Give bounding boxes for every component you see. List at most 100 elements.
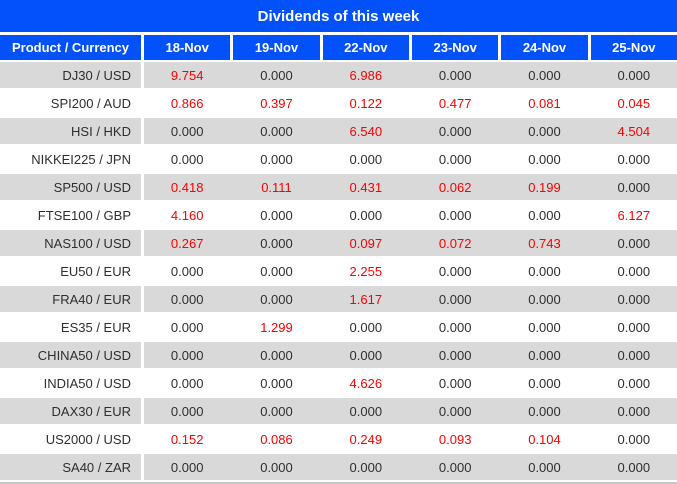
dividend-value-cells: 9.754 0.000 6.986 0.000 0.000 0.000 bbox=[144, 62, 677, 88]
dividend-value: 4.626 bbox=[349, 375, 383, 391]
dividend-value-cells: 0.418 0.111 0.431 0.062 0.199 0.000 bbox=[144, 174, 677, 200]
dividend-value: 0.000 bbox=[349, 207, 383, 223]
table-row: EU50 / EUR 0.000 0.000 2.255 0.000 0.000 0.000 bbox=[0, 258, 677, 284]
dividend-value: 0.000 bbox=[617, 263, 651, 279]
table-row: NAS100 / USD 0.267 0.000 0.097 0.072 0.743 0.0… bbox=[0, 230, 677, 256]
dividend-value-cells: 0.866 0.397 0.122 0.477 0.081 0.045 bbox=[144, 90, 677, 116]
dividend-value: 1.617 bbox=[349, 291, 383, 307]
product-currency-cell: SP500 / USD bbox=[0, 174, 141, 200]
dividend-value: 0.000 bbox=[260, 123, 293, 139]
dividend-value: 0.000 bbox=[260, 263, 293, 279]
dividend-value: 0.000 bbox=[438, 291, 472, 307]
dividend-value: 0.000 bbox=[260, 151, 293, 167]
column-header-25-nov: 25-Nov bbox=[590, 35, 677, 60]
dividend-value: 0.000 bbox=[438, 319, 472, 335]
dividend-value: 0.072 bbox=[438, 235, 472, 251]
dividend-value: 0.000 bbox=[617, 291, 651, 307]
table-row: DAX30 / EUR 0.000 0.000 0.000 0.000 0.000 0.00… bbox=[0, 398, 677, 424]
dividend-value: 0.000 bbox=[528, 403, 561, 419]
dividend-value: 4.160 bbox=[170, 207, 204, 223]
dividend-value: 0.081 bbox=[528, 95, 561, 111]
dividend-value: 0.000 bbox=[528, 207, 561, 223]
dividend-value: 1.299 bbox=[260, 319, 293, 335]
dividend-value: 0.000 bbox=[438, 375, 472, 391]
dividend-value: 0.000 bbox=[349, 403, 383, 419]
table-row: FRA40 / EUR 0.000 0.000 1.617 0.000 0.000 0.00… bbox=[0, 286, 677, 312]
dividend-value: 0.000 bbox=[170, 319, 204, 335]
product-currency-cell: DAX30 / EUR bbox=[0, 398, 141, 424]
table-row: FTSE100 / GBP 4.160 0.000 0.000 0.000 0.000 6.… bbox=[0, 202, 677, 228]
dividend-value: 0.000 bbox=[528, 151, 561, 167]
product-currency-cell: ES35 / EUR bbox=[0, 314, 141, 340]
product-currency-cell: SA40 / ZAR bbox=[0, 454, 141, 480]
product-currency-cell: EU50 / EUR bbox=[0, 258, 141, 284]
dividend-value: 0.000 bbox=[170, 459, 204, 475]
dividend-value: 0.104 bbox=[528, 431, 561, 447]
table-title: Dividends of this week bbox=[0, 0, 677, 32]
table-row: NIKKEI225 / JPN 0.000 0.000 0.000 0.000 0.000… bbox=[0, 146, 677, 172]
dividend-value-cells: 4.160 0.000 0.000 0.000 0.000 6.127 bbox=[144, 202, 677, 228]
dividend-value-cells: 0.000 0.000 4.626 0.000 0.000 0.000 bbox=[144, 370, 677, 396]
dividend-value: 0.000 bbox=[617, 235, 651, 251]
dividend-value: 0.062 bbox=[438, 179, 472, 195]
dividend-value: 0.000 bbox=[170, 403, 204, 419]
dividend-value: 4.504 bbox=[617, 123, 651, 139]
dividend-value: 0.097 bbox=[349, 235, 383, 251]
dividend-value: 0.000 bbox=[438, 67, 472, 83]
dividend-value: 0.000 bbox=[528, 375, 561, 391]
dividend-value: 0.111 bbox=[261, 179, 292, 195]
dividend-value: 0.000 bbox=[528, 319, 561, 335]
dividend-value: 0.249 bbox=[349, 431, 383, 447]
table-row: US2000 / USD 0.152 0.086 0.249 0.093 0.104 0.0… bbox=[0, 426, 677, 452]
dividend-value: 0.000 bbox=[260, 207, 293, 223]
dividend-value: 6.540 bbox=[349, 123, 383, 139]
dividend-value: 0.000 bbox=[438, 123, 472, 139]
dividend-value-cells: 0.000 0.000 6.540 0.000 0.000 4.504 bbox=[144, 118, 677, 144]
dividend-value: 0.000 bbox=[528, 459, 561, 475]
dividend-value-cells: 0.000 0.000 0.000 0.000 0.000 0.000 bbox=[144, 342, 677, 368]
dividend-value: 0.000 bbox=[349, 459, 383, 475]
product-currency-cell: NAS100 / USD bbox=[0, 230, 141, 256]
dividend-value: 0.000 bbox=[528, 347, 561, 363]
dividend-value: 0.000 bbox=[349, 319, 383, 335]
dividend-value: 0.000 bbox=[617, 431, 651, 447]
column-header-24-nov: 24-Nov bbox=[501, 35, 588, 60]
dividend-value: 0.000 bbox=[438, 207, 472, 223]
dividend-value: 6.986 bbox=[349, 67, 383, 83]
dividend-value: 0.000 bbox=[528, 291, 561, 307]
column-header-23-nov: 23-Nov bbox=[412, 35, 499, 60]
dividend-value: 0.431 bbox=[349, 179, 383, 195]
dividend-value: 0.000 bbox=[260, 235, 293, 251]
dividend-value: 0.000 bbox=[349, 151, 383, 167]
dividend-value: 0.000 bbox=[617, 347, 651, 363]
dividend-value: 0.000 bbox=[617, 179, 651, 195]
dividend-value: 0.000 bbox=[617, 151, 651, 167]
dividend-value: 0.199 bbox=[528, 179, 561, 195]
dividend-value: 0.045 bbox=[617, 95, 651, 111]
dividend-value: 0.000 bbox=[438, 403, 472, 419]
dividend-value: 0.000 bbox=[260, 291, 293, 307]
table-row: SA40 / ZAR 0.000 0.000 0.000 0.000 0.000 0.000 bbox=[0, 454, 677, 480]
dividend-value: 0.000 bbox=[617, 403, 651, 419]
table-body: DJ30 / USD 9.754 0.000 6.986 0.000 0.000 0.000… bbox=[0, 62, 677, 480]
dividend-value: 0.000 bbox=[170, 347, 204, 363]
product-currency-cell: NIKKEI225 / JPN bbox=[0, 146, 141, 172]
dividend-value: 0.000 bbox=[438, 459, 472, 475]
dividend-value: 0.000 bbox=[349, 347, 383, 363]
dividend-value: 0.093 bbox=[438, 431, 472, 447]
dividend-value: 0.000 bbox=[528, 123, 561, 139]
dividend-value: 0.000 bbox=[617, 375, 651, 391]
dividend-value: 0.000 bbox=[170, 151, 204, 167]
dividend-value: 0.000 bbox=[170, 123, 204, 139]
column-header-product-currency: Product / Currency bbox=[0, 35, 141, 60]
dividend-value: 0.000 bbox=[528, 67, 561, 83]
product-currency-cell: CHINA50 / USD bbox=[0, 342, 141, 368]
dividend-value: 0.000 bbox=[170, 291, 204, 307]
dividend-value: 0.267 bbox=[170, 235, 204, 251]
dividend-value: 0.000 bbox=[528, 263, 561, 279]
dividend-value: 0.397 bbox=[260, 95, 293, 111]
dividend-value: 0.000 bbox=[438, 151, 472, 167]
dividend-value-cells: 0.267 0.000 0.097 0.072 0.743 0.000 bbox=[144, 230, 677, 256]
table-row: INDIA50 / USD 0.000 0.000 4.626 0.000 0.000 0.… bbox=[0, 370, 677, 396]
dividend-value: 0.866 bbox=[170, 95, 204, 111]
